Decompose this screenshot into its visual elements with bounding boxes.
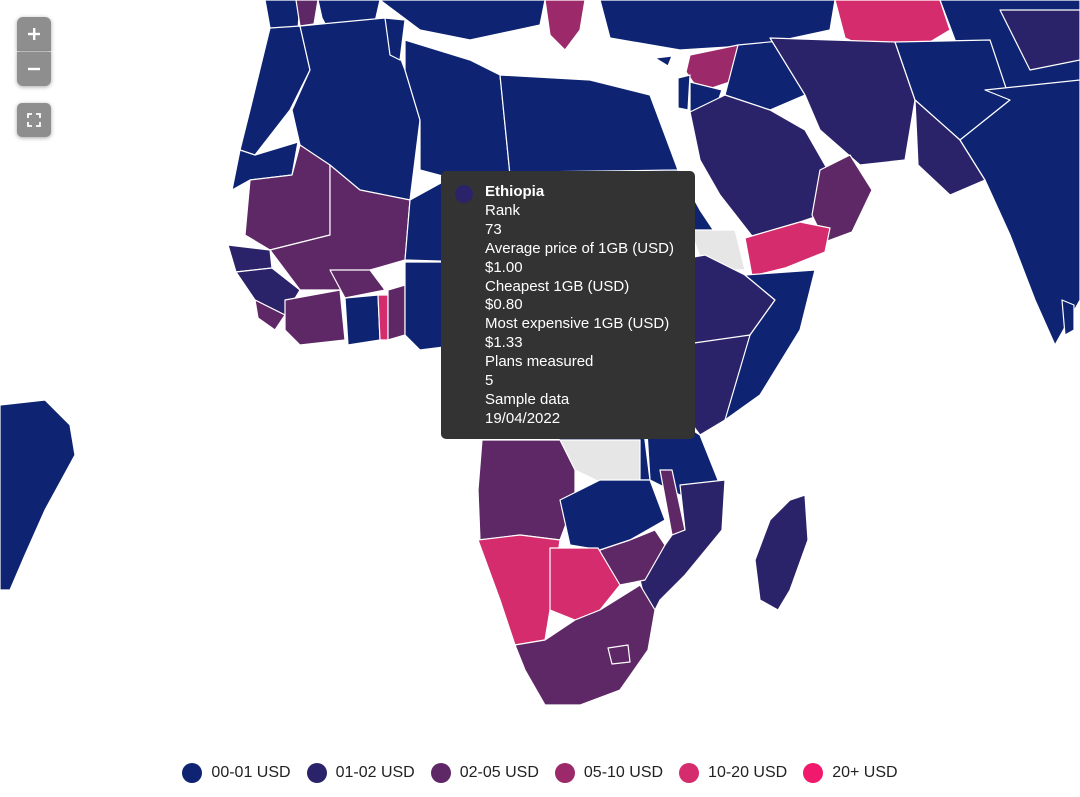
region-india[interactable] [959,79,1080,346]
region-burkina-faso[interactable] [329,269,386,299]
tooltip-row-value: 19/04/2022 [485,409,561,427]
region-libya[interactable] [404,39,511,179]
region-syria[interactable] [685,44,743,93]
legend-item[interactable]: 05-10 USD [554,763,664,783]
region-pakistan[interactable] [914,99,986,196]
tooltip-row-value: $0.80 [485,296,523,314]
region-angola[interactable] [477,439,576,541]
legend: 00-01 USD 01-02 USD 02-05 USD 05-10 USD 10-2… [0,763,1080,783]
minus-icon [28,67,40,71]
legend-label: 10-20 USD [708,764,788,781]
region-togo[interactable] [377,294,389,341]
tooltip-row-label: Rank [485,201,521,219]
region-lesotho[interactable] [607,644,631,665]
region-senegal[interactable] [227,244,273,273]
region-iberia[interactable] [264,0,301,31]
tooltip-row-label: Plans measured [485,353,594,371]
region-tunisia[interactable] [384,17,406,61]
legend-item[interactable]: 00-01 USD [182,763,291,783]
legend-item[interactable]: 10-20 USD [679,763,787,783]
tooltip-row-value: $1.00 [485,258,523,276]
region-zambia[interactable] [559,479,666,551]
region-greece[interactable] [544,0,586,51]
tooltip-country-name: Ethiopia [485,183,545,200]
legend-item[interactable]: 20+ USD [803,763,898,783]
plus-icon [28,28,40,40]
region-benin[interactable] [387,284,406,341]
legend-swatch [306,763,327,783]
tooltip-row-value: $1.33 [485,334,523,352]
legend-swatch [679,763,700,783]
region-south-europe[interactable] [295,0,319,27]
zoom-out-button[interactable] [17,52,51,86]
tooltip-rows: Rank 73 Average price of 1GB (USD) $1.00 Che… [485,202,685,429]
tooltip-row-value: 73 [485,220,502,238]
legend-item[interactable]: 01-02 USD [306,763,415,783]
region-ghana[interactable] [344,294,381,346]
region-south-africa[interactable] [514,584,656,706]
tooltip-row-value: 5 [485,372,494,390]
legend-swatch [182,763,203,783]
fullscreen-button[interactable] [17,103,51,137]
tooltip-row-label: Average price of 1GB (USD) [485,239,674,257]
region-namibia[interactable] [477,534,561,646]
region-madagascar[interactable] [754,494,809,611]
legend-swatch [803,763,824,783]
region-israel[interactable] [677,74,691,111]
tooltip-row-label: Most expensive 1GB (USD) [485,315,670,333]
region-oman[interactable] [811,154,873,243]
fullscreen-icon [27,113,41,127]
region-balkans[interactable] [379,0,546,41]
legend-label: 05-10 USD [583,764,664,781]
region-brazil[interactable] [0,399,76,591]
tooltip-color-swatch [455,185,473,203]
legend-item[interactable]: 02-05 USD [430,763,539,783]
legend-label: 01-02 USD [335,764,415,781]
legend-label: 20+ USD [832,764,898,781]
region-central-asia-2[interactable] [999,9,1080,71]
tooltip-row-label: Cheapest 1GB (USD) [485,277,630,295]
region-sri-lanka[interactable] [1061,299,1075,336]
country-tooltip: Ethiopia Rank 73 Average price of 1GB (USD… [441,171,695,439]
region-cote-divoire[interactable] [284,289,346,346]
region-egypt[interactable] [499,74,679,176]
legend-swatch [554,763,575,783]
legend-swatch [430,763,451,783]
legend-label: 02-05 USD [459,764,539,781]
legend-label: 00-01 USD [211,764,291,781]
region-cyprus[interactable] [654,55,673,67]
region-sierra-leone[interactable] [254,299,286,331]
tooltip-row-label: Sample data [485,390,570,408]
zoom-in-button[interactable] [17,17,51,51]
